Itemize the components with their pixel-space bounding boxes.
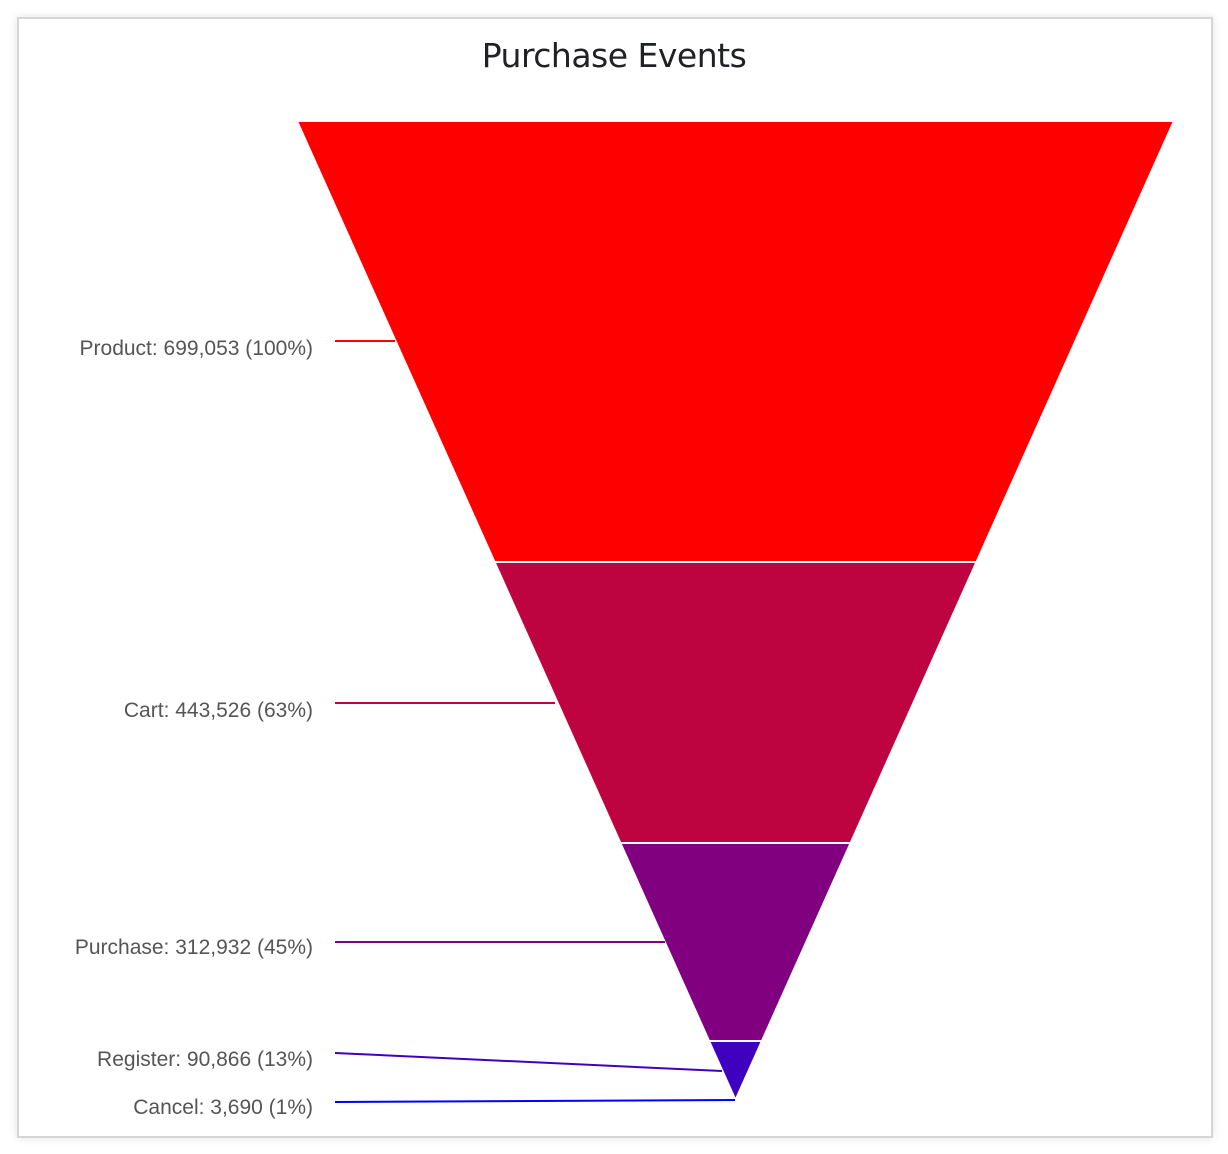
stage-label-product: Product: 699,053 (100%) [80, 337, 313, 360]
funnel-segment-cancel[interactable] [733, 1098, 738, 1103]
stage-label-purchase: Purchase: 312,932 (45%) [75, 936, 313, 959]
leader-line-register [334, 1052, 723, 1072]
stage-label-cart: Cart: 443,526 (63%) [124, 699, 313, 722]
funnel-segment-cart[interactable] [492, 561, 979, 844]
stage-label-cancel: Cancel: 3,690 (1%) [133, 1096, 313, 1119]
leader-line-cancel [334, 1099, 736, 1103]
chart-title: Purchase Events [481, 36, 747, 75]
stage-label-register: Register: 90,866 (13%) [97, 1048, 313, 1071]
funnel-segment-product[interactable] [295, 120, 1176, 563]
